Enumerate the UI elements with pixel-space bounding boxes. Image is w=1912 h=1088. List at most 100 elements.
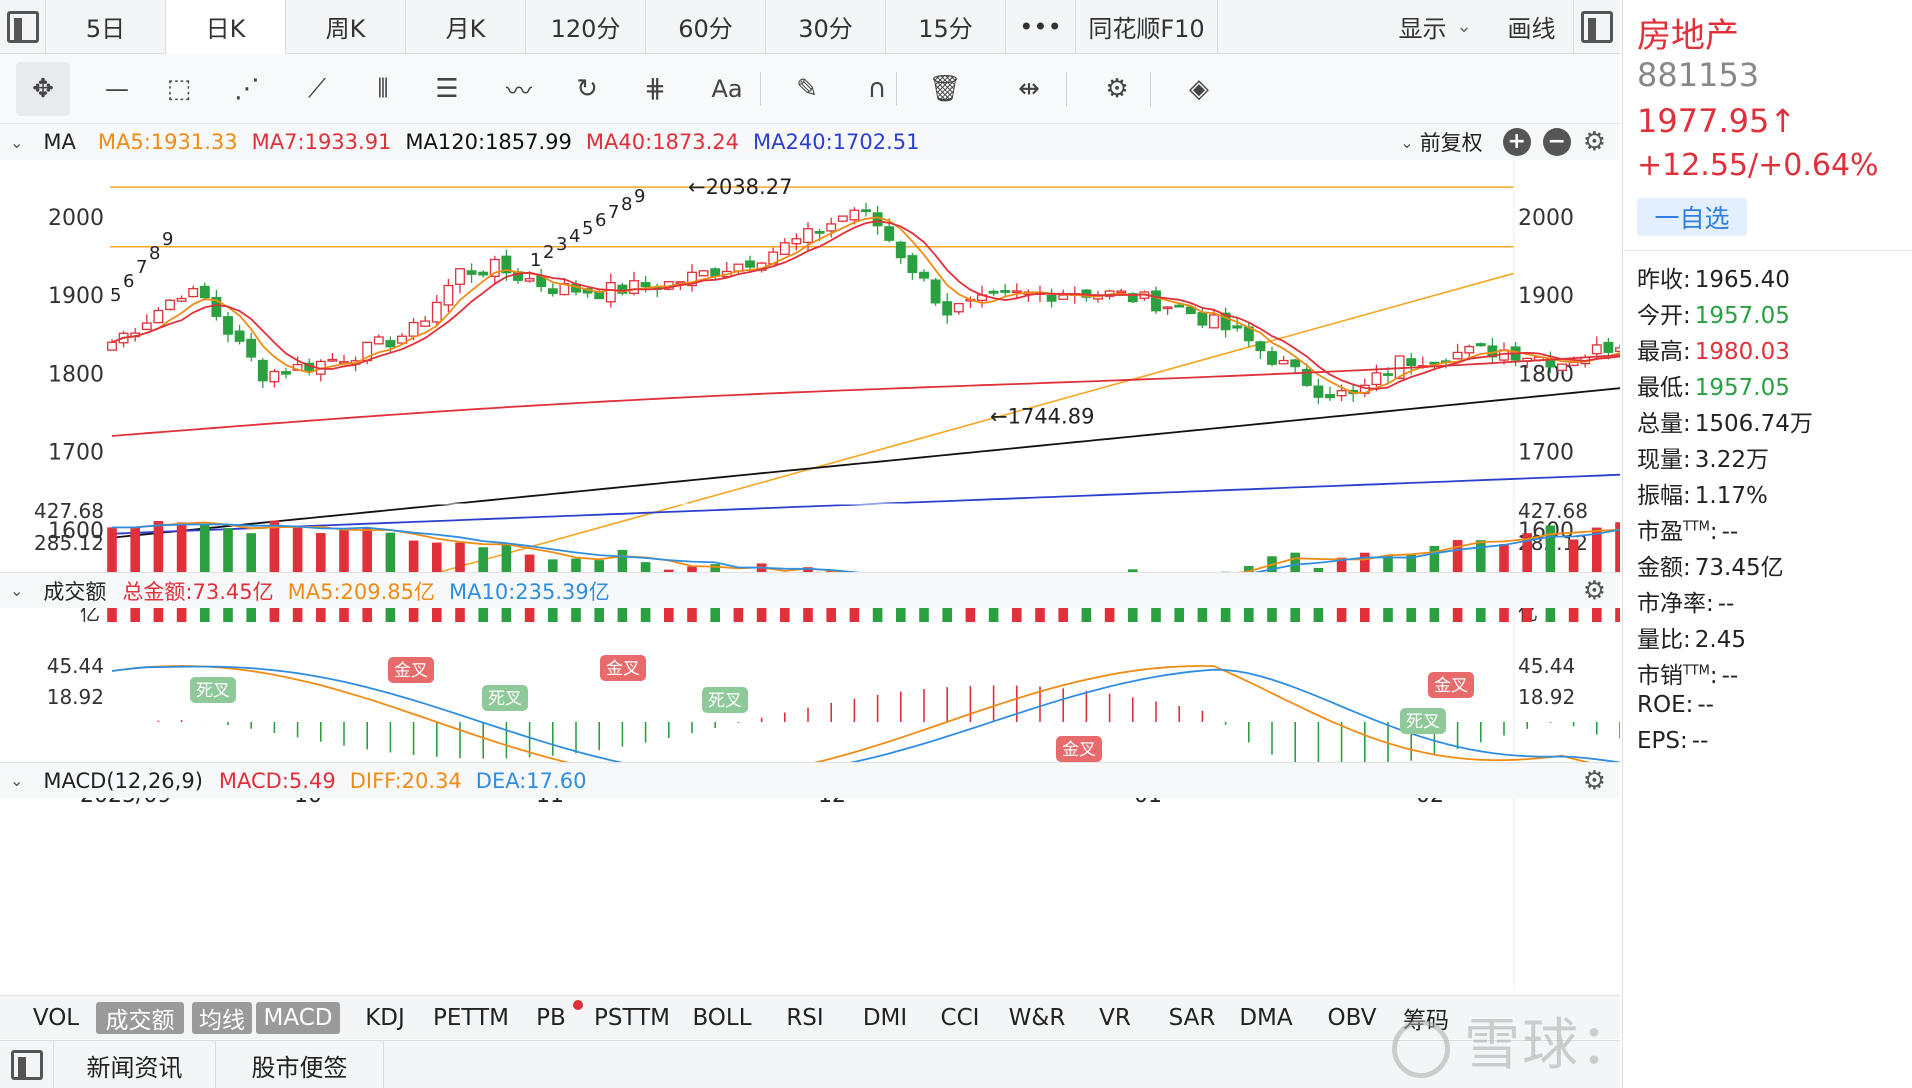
badge-text: 死叉	[1406, 712, 1440, 732]
vlines-icon[interactable]: ⦀	[377, 73, 389, 104]
cycle-icon[interactable]: ↻	[576, 74, 598, 104]
header-value: DEA:17.60	[475, 768, 587, 793]
indicator-tab-成交额[interactable]: 成交额	[96, 1002, 184, 1034]
td-count: 6	[123, 271, 134, 292]
indicator-tab-vr[interactable]: VR	[1099, 1005, 1131, 1031]
stat-label: 量比:	[1637, 627, 1691, 653]
indicator-tab-kdj[interactable]: KDJ	[365, 1005, 405, 1031]
tab-news-label: 新闻资讯	[86, 1053, 183, 1082]
candle	[698, 270, 709, 277]
indicator-tab-macd[interactable]: MACD	[256, 1002, 340, 1034]
header-value: MA120:1857.99	[405, 130, 572, 154]
notification-dot	[573, 1000, 583, 1010]
candle	[1383, 373, 1393, 376]
indicator-tab-obv[interactable]: OBV	[1327, 1005, 1377, 1031]
tab-4[interactable]: 120分	[526, 0, 646, 54]
candle	[1058, 294, 1069, 300]
line-icon[interactable]: —	[105, 75, 129, 103]
badge-text: 金叉	[606, 659, 640, 679]
candle	[420, 320, 431, 327]
badge-bg	[190, 677, 236, 703]
tab-7[interactable]: 15分	[886, 0, 1006, 54]
wave-icon[interactable]: 〰	[505, 76, 532, 107]
sidebar-toggle-right[interactable]	[1574, 0, 1620, 54]
collapse-icon[interactable]: ⌄	[10, 581, 24, 600]
draw-line-button[interactable]: 画线	[1490, 0, 1574, 54]
toolbar-divider	[1150, 72, 1151, 106]
candle	[687, 271, 697, 287]
stat-label: 市盈	[1637, 519, 1683, 545]
badge-bg	[600, 655, 646, 681]
zoom-out-icon[interactable]: −	[1542, 128, 1571, 156]
sidebar-toggle[interactable]	[0, 0, 46, 54]
candle	[327, 358, 338, 362]
fit-icon[interactable]: ⇹	[1018, 74, 1040, 104]
adjust-selector[interactable]: 前复权	[1419, 131, 1483, 155]
candle	[1232, 325, 1243, 329]
text-icon[interactable]: Aa	[711, 75, 743, 103]
candle	[1475, 343, 1486, 347]
eraser-icon[interactable]: ✎	[796, 74, 818, 104]
indicator-tab-dmi[interactable]: DMI	[862, 1005, 908, 1031]
chevron-down-icon[interactable]: ⌄	[1400, 132, 1414, 152]
move-icon[interactable]: ✥	[16, 62, 70, 116]
tab-8[interactable]: •••	[1006, 0, 1076, 54]
price-tick-right: 2000	[1518, 206, 1574, 231]
stat-value: --	[1697, 692, 1714, 718]
collapse-icon[interactable]: ⌄	[10, 132, 24, 152]
indicator-tab-sar[interactable]: SAR	[1168, 1005, 1216, 1031]
path-icon[interactable]: ⟋	[307, 73, 327, 104]
tab-6[interactable]: 30分	[766, 0, 886, 54]
candle	[1209, 314, 1219, 329]
divider	[1623, 250, 1912, 251]
tab-notes[interactable]: 股市便签	[216, 1041, 384, 1088]
tab-news[interactable]: 新闻资讯	[54, 1041, 216, 1088]
tab-label: •••	[1019, 12, 1062, 41]
trash-icon[interactable]: 🗑	[928, 74, 962, 104]
stat-label: 市销	[1637, 663, 1683, 689]
tab-3[interactable]: 月K	[406, 0, 526, 54]
fan-icon[interactable]: ⋰	[234, 74, 260, 104]
gear-icon[interactable]: ⚙	[1582, 575, 1606, 606]
indicator-tab-dma[interactable]: DMA	[1239, 1005, 1293, 1031]
gear-icon[interactable]: ⚙	[1582, 127, 1606, 157]
collapse-icon[interactable]: ⌄	[10, 771, 24, 790]
indicator-tab-w&r[interactable]: W&R	[1008, 1005, 1066, 1031]
indicator-tab-rsi[interactable]: RSI	[786, 1005, 824, 1031]
indicator-tab-均线[interactable]: 均线	[192, 1002, 252, 1034]
fib-icon[interactable]: ☰	[435, 74, 459, 104]
rect-icon[interactable]: ⬚	[166, 74, 192, 104]
tab-9[interactable]: 同花顺F10	[1076, 0, 1218, 54]
stat-value: 2.45	[1694, 627, 1746, 653]
tab-1[interactable]: 日K	[166, 0, 286, 54]
stat-label: ROE:	[1637, 692, 1694, 718]
indicator-tab-pettm[interactable]: PETTM	[433, 1005, 509, 1031]
settings-icon[interactable]: ⚙	[1105, 74, 1129, 104]
display-dropdown[interactable]: 显示 ⌄	[1380, 0, 1490, 54]
candle	[176, 297, 187, 302]
gear-icon[interactable]: ⚙	[1582, 765, 1606, 796]
candle	[814, 230, 825, 234]
indicator-tab-pb[interactable]: PB	[536, 1005, 566, 1031]
zoom-in-icon[interactable]: +	[1502, 128, 1531, 156]
indicator-tab-vol[interactable]: VOL	[32, 1005, 80, 1031]
indicator-tab-cci[interactable]: CCI	[940, 1005, 980, 1031]
pitchfork-icon[interactable]: ⋕	[644, 74, 666, 104]
tab-5[interactable]: 60分	[646, 0, 766, 54]
magnet-icon[interactable]: ∩	[867, 74, 887, 104]
tab-2[interactable]: 周K	[286, 0, 406, 54]
stat-label: 市净率:	[1637, 591, 1714, 617]
tab-0[interactable]: 5日	[46, 0, 166, 54]
badge-bg	[1428, 672, 1474, 698]
colon: :	[1709, 663, 1718, 689]
price-tick-left: 1700	[48, 441, 104, 466]
bottom-toggle[interactable]	[0, 1041, 54, 1088]
death-cross-badge: 死叉	[702, 687, 748, 713]
indicator-tab-boll[interactable]: BOLL	[692, 1005, 752, 1031]
candle	[385, 340, 396, 348]
ma-label: MA	[43, 130, 76, 154]
indicator-tab-psttm[interactable]: PSTTM	[593, 1005, 670, 1031]
stat-row: 总量: 1506.74万	[1637, 404, 1813, 438]
add-watchlist-button[interactable]: 一自选	[1637, 198, 1747, 236]
layers-icon[interactable]: ◈	[1189, 74, 1209, 104]
